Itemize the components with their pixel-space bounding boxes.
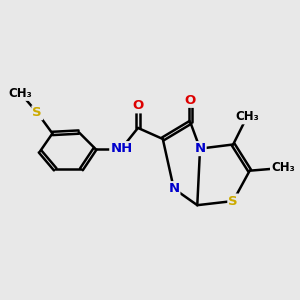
Text: NH: NH (110, 142, 133, 155)
Text: O: O (185, 94, 196, 107)
Text: S: S (228, 194, 238, 208)
Text: CH₃: CH₃ (235, 110, 259, 123)
Text: CH₃: CH₃ (9, 87, 33, 100)
Text: N: N (194, 142, 206, 155)
Text: O: O (132, 99, 144, 112)
Text: CH₃: CH₃ (271, 161, 295, 174)
Text: N: N (168, 182, 179, 195)
Text: S: S (32, 106, 42, 119)
